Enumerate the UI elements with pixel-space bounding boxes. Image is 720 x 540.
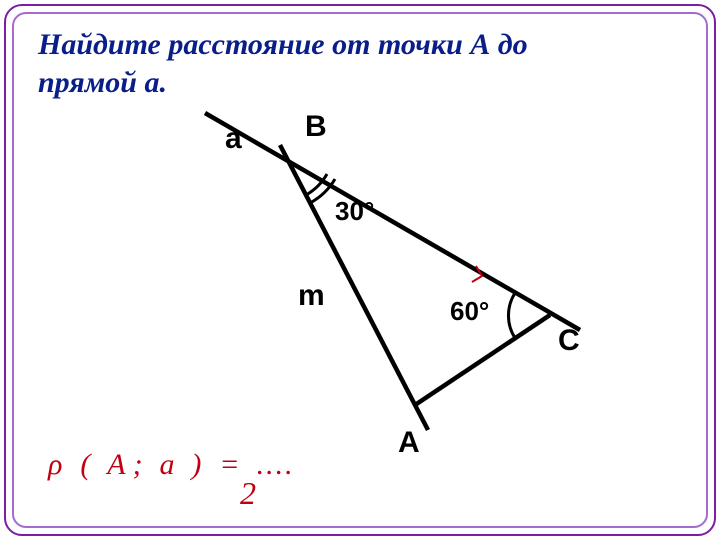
formula-arg-a: a (159, 448, 174, 481)
paren-close: ) (191, 448, 201, 481)
distance-formula: ρ ( A ; a ) = .... (48, 448, 295, 482)
prompt-line2: прямой а. (38, 66, 167, 99)
angle-c-arc (508, 293, 515, 338)
label-angle60: 60° (450, 296, 489, 326)
geometry-diagram: a B C A m 30° 60° (150, 110, 590, 460)
label-a: a (225, 122, 242, 155)
diagram-svg: a B C A m 30° 60° (150, 110, 590, 460)
formula-eq: = (219, 448, 239, 481)
prompt-line1: Найдите расстояние от точки А до (38, 28, 528, 61)
label-A: A (398, 426, 420, 459)
label-B: B (305, 110, 327, 143)
rho-symbol: ρ (48, 448, 62, 481)
line-a (205, 113, 580, 330)
formula-arg-A: A (107, 448, 125, 481)
answer-value: 2 (240, 475, 256, 512)
formula-sep: ; (133, 448, 143, 481)
label-C: C (558, 324, 580, 357)
label-angle30: 30° (335, 196, 374, 226)
paren-open: ( (80, 448, 90, 481)
segment-ca (415, 315, 550, 405)
prompt-text: Найдите расстояние от точки А до прямой … (38, 26, 680, 101)
label-m: m (298, 279, 325, 312)
